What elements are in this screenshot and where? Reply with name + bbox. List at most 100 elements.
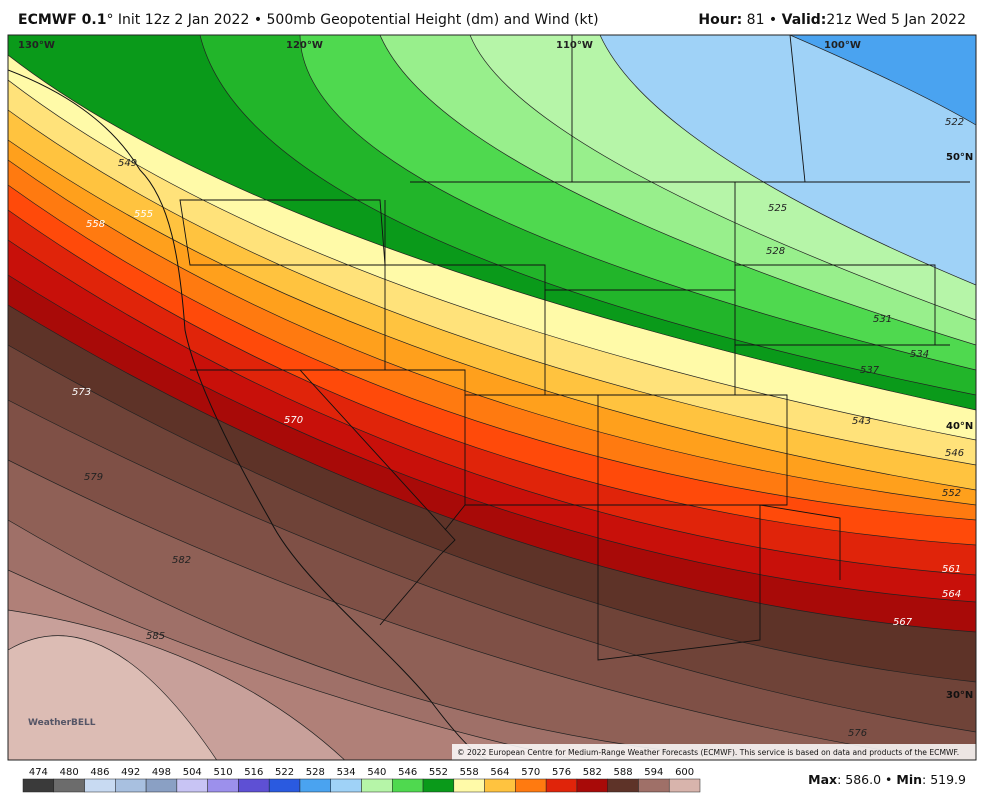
contour-line [8,184,976,521]
contour-line [8,274,976,603]
contour-label: 546 [945,448,964,459]
colorbar-swatch [207,778,239,793]
valid-value: 21z Wed 5 Jan 2022 [826,12,966,28]
colorbar-label: 498 [152,767,171,778]
min-value: : 519.9 [922,772,966,787]
colorbar-label: 582 [583,767,602,778]
contour-line [8,79,976,441]
colorbar-label: 522 [275,767,294,778]
colorbar-label: 486 [90,767,109,778]
run-description: ° Init 12z 2 Jan 2022 • 500mb Geopotenti… [106,12,599,28]
longitude-label: 110°W [556,40,593,51]
colorbar-label: 510 [213,767,232,778]
latitude-label: 40°N [946,421,973,432]
contour-line [8,109,976,466]
latitude-label: 50°N [946,152,973,163]
contour-label: 558 [86,219,105,230]
valid-label: Valid: [781,12,827,28]
max-value: : 586.0 • [837,772,893,787]
contour-label: 522 [945,117,964,128]
contour-line [469,35,976,321]
colorbar-label: 558 [460,767,479,778]
height-band [8,635,217,760]
contour-label: 549 [118,158,137,169]
contour-label: 543 [852,416,871,427]
colorbar-swatch [299,778,331,793]
contour-line [599,35,976,286]
contour-line [8,209,976,546]
colorbar-label: 552 [429,767,448,778]
contour-label: 537 [860,365,880,376]
colorbar-label: 528 [306,767,325,778]
max-min: Max: 586.0 • Min: 519.9 [808,772,966,787]
contour-line [8,635,218,760]
header-right: Hour: 81 • Valid:21z Wed 5 Jan 2022 [698,12,966,28]
border [759,504,841,580]
latitude-label: 30°N [946,690,973,701]
map-frame [7,34,977,761]
colorbar-label: 534 [337,767,356,778]
coastline [8,69,491,760]
model-name: ECMWF 0.1 [18,12,107,28]
border [597,504,761,661]
longitude-label: 120°W [286,40,323,51]
colorbar-swatch [484,778,516,793]
border [789,35,806,183]
contour-line [8,239,976,576]
logo: WeatherBELL [28,718,96,728]
hour-value: 81 • [746,12,778,28]
contour-line [8,54,976,411]
colorbar-swatch [115,778,147,793]
colorbar-label: 492 [121,767,140,778]
colorbar-label: 588 [614,767,633,778]
colorbar-label: 570 [521,767,540,778]
contour-label: 534 [910,349,929,360]
contour-line [199,35,976,396]
colorbar-swatch [576,778,608,793]
colorbar-swatch [361,778,393,793]
colorbar-label: 576 [552,767,571,778]
contour-line [379,35,976,346]
colorbar-swatch [422,778,455,793]
colorbar-swatch [545,778,578,793]
colorbar-swatch [176,778,208,793]
contour-label: 561 [942,564,961,575]
contour-line [8,399,976,733]
contour-line [8,139,976,491]
hour-label: Hour: [698,12,743,28]
border [465,394,599,506]
colorbar-swatch [330,778,362,793]
colorbar-label: 564 [490,767,509,778]
colorbar-label: 516 [244,767,263,778]
min-label: Min [896,772,923,787]
contour-label: 570 [284,415,303,426]
colorbar-swatch [53,778,85,793]
colorbar-swatch [638,778,670,793]
contour-label: 573 [72,387,91,398]
copyright-bg [452,744,976,760]
contour-label: 555 [134,209,153,220]
colorbar-swatch [268,778,301,793]
border [190,369,456,626]
header-left: ECMWF 0.1° Init 12z 2 Jan 2022 • 500mb G… [18,12,599,28]
contour-label: 528 [766,246,785,257]
map-area: 130°W 120°W 110°W 100°W 50°N 40°N 30°N 522 525 52… [8,35,976,760]
longitude-label: 100°W [824,40,861,51]
colorbar-swatch [238,778,270,793]
longitude-label: 130°W [18,40,55,51]
colorbar-swatch [22,778,55,793]
max-label: Max [808,772,838,787]
colorbar-swatch [453,778,485,793]
contour-label: 531 [873,314,892,325]
contour-label: 564 [942,589,961,600]
contour-label: 585 [146,631,165,642]
colorbar-swatch [515,778,547,793]
contour-label: 525 [768,203,787,214]
border [300,369,466,531]
contour-line [299,35,976,371]
colorbar-label: 594 [644,767,663,778]
contour-label: 582 [172,555,191,566]
contour-line [8,304,976,633]
